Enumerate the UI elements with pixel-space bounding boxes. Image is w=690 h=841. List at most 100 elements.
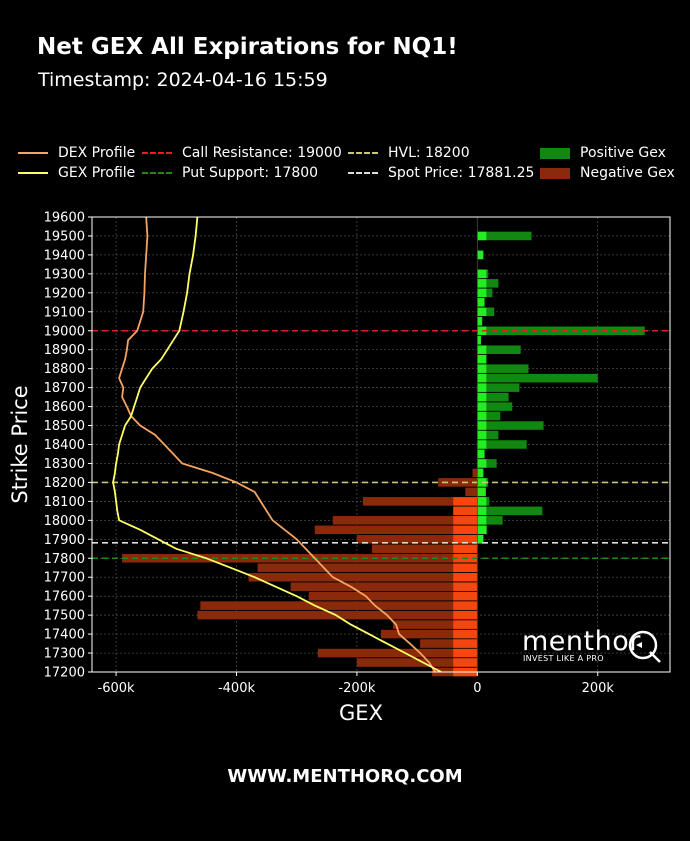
positive-gex-bar-core [477,440,487,449]
negative-gex-bar-core [453,563,478,572]
positive-gex-bar-core [477,392,487,402]
positive-gex-bar-core [477,421,487,430]
positive-gex-bar-core [477,383,487,392]
positive-gex-bar-core [477,288,487,298]
y-tick-label: 17400 [44,628,85,643]
chart-title: Net GEX All Expirations for NQ1! [37,34,458,60]
positive-gex-bar [477,345,521,354]
positive-gex-bar-core [477,459,487,468]
negative-gex-bar-core [453,582,478,591]
y-tick-label: 17800 [44,552,85,567]
x-tick-label: 0 [473,681,481,696]
legend-call-resistance-label: Call Resistance: 19000 [182,145,342,161]
positive-gex-bar-core [477,535,484,544]
legend-dex-label: DEX Profile [58,145,136,161]
positive-gex-bar [477,383,520,392]
gex-profile-line [112,216,442,673]
logo-wordmark: menthor [522,626,641,657]
positive-gex-bar-core [477,468,484,478]
y-tick-label: 17600 [44,590,85,605]
negative-gex-bar [356,535,478,544]
negative-gex-bar [381,629,478,639]
legend-spot-price-label: Spot Price: 17881.25 [388,165,535,181]
positive-gex-bar-core [477,411,487,421]
negative-gex-bar [290,582,478,591]
legend-call-resistance: Call Resistance: 19000 [142,145,342,161]
positive-gex-bar [477,430,499,440]
negative-gex-bar [332,516,478,525]
legend-put-support: Put Support: 17800 [142,165,318,181]
negative-gex-bar-core [453,610,478,620]
y-axis-label: Strike Price [8,385,32,503]
positive-gex-bar-core [477,298,485,307]
positive-gex-bar-core [477,402,487,411]
legend-positive-gex-swatch [540,147,570,159]
legend-put-support-label: Put Support: 17800 [182,165,319,181]
legend-negative-gex: Negative Gex [540,165,675,181]
positive-gex-bar [477,364,529,373]
negative-gex-bar [317,648,478,658]
x-tick-label: -600k [98,681,136,696]
negative-gex-bar [362,497,478,506]
positive-gex-bar-core [477,335,481,345]
x-tick-label: -400k [218,681,256,696]
negative-gex-bar [465,487,478,497]
y-tick-label: 19500 [44,229,85,244]
negative-gex-bar [248,572,478,582]
legend-dex-swatch [18,152,48,154]
negative-gex-bar-core [453,591,478,601]
legend-positive-gex-label: Positive Gex [580,145,666,161]
positive-gex-bar [477,279,499,288]
negative-gex-bar-core [453,639,478,648]
positive-gex-bar [477,411,501,421]
legend-positive-gex: Positive Gex [540,145,666,161]
legend-gex: GEX Profile [18,165,135,181]
negative-gex-bar [420,639,478,648]
x-axis-label: GEX [339,701,383,725]
negative-gex-bar [472,468,478,478]
y-tick-label: 19100 [44,305,85,320]
negative-gex-bar-core [453,535,478,544]
positive-gex-bar-core [477,497,487,506]
positive-gex-bar [477,402,513,411]
y-tick-label: 19300 [44,267,85,282]
legend-gex-label: GEX Profile [58,165,136,181]
negative-gex-bar-core [453,544,478,554]
positive-gex-bar [477,440,527,449]
positive-gex-bar [477,506,543,516]
negative-gex-bar [200,601,478,610]
x-tick-label: 200k [582,681,615,696]
positive-gex-bar-core [477,231,487,241]
positive-gex-bar-core [477,269,487,279]
positive-gex-bar [477,516,503,525]
y-tick-label: 19000 [44,324,85,339]
positive-gex-bar [477,392,509,402]
positive-gex-bar-core [477,487,486,497]
negative-gex-bar-core [453,629,478,639]
positive-gex-bar-core [477,250,484,260]
y-tick-label: 18200 [44,476,85,491]
negative-gex-bar [257,563,478,572]
positive-gex-bar [477,326,645,336]
legend-hvl-swatch [348,152,378,154]
y-tick-label: 18500 [44,419,85,434]
negative-gex-bar-core [453,525,478,535]
y-tick-label: 18600 [44,400,85,415]
negative-gex-bar [122,553,478,563]
y-tick-label: 18100 [44,495,85,510]
negative-gex-bar-core [453,658,478,667]
y-tick-label: 17700 [44,571,85,586]
positive-gex-bar-core [477,317,483,326]
y-tick-label: 19200 [44,286,85,301]
logo-q-icon [628,630,661,663]
legend-negative-gex-label: Negative Gex [580,165,675,181]
positive-gex-bar-core [477,525,487,535]
y-tick-label: 17200 [44,666,85,681]
positive-gex-bar-core [477,345,487,354]
negative-gex-bar-core [453,648,478,658]
y-tick-label: 18000 [44,514,85,529]
legend-spot-price-swatch [348,172,378,174]
negative-gex-bar [314,525,478,535]
positive-gex-bar [477,231,532,241]
y-tick-label: 19400 [44,248,85,263]
